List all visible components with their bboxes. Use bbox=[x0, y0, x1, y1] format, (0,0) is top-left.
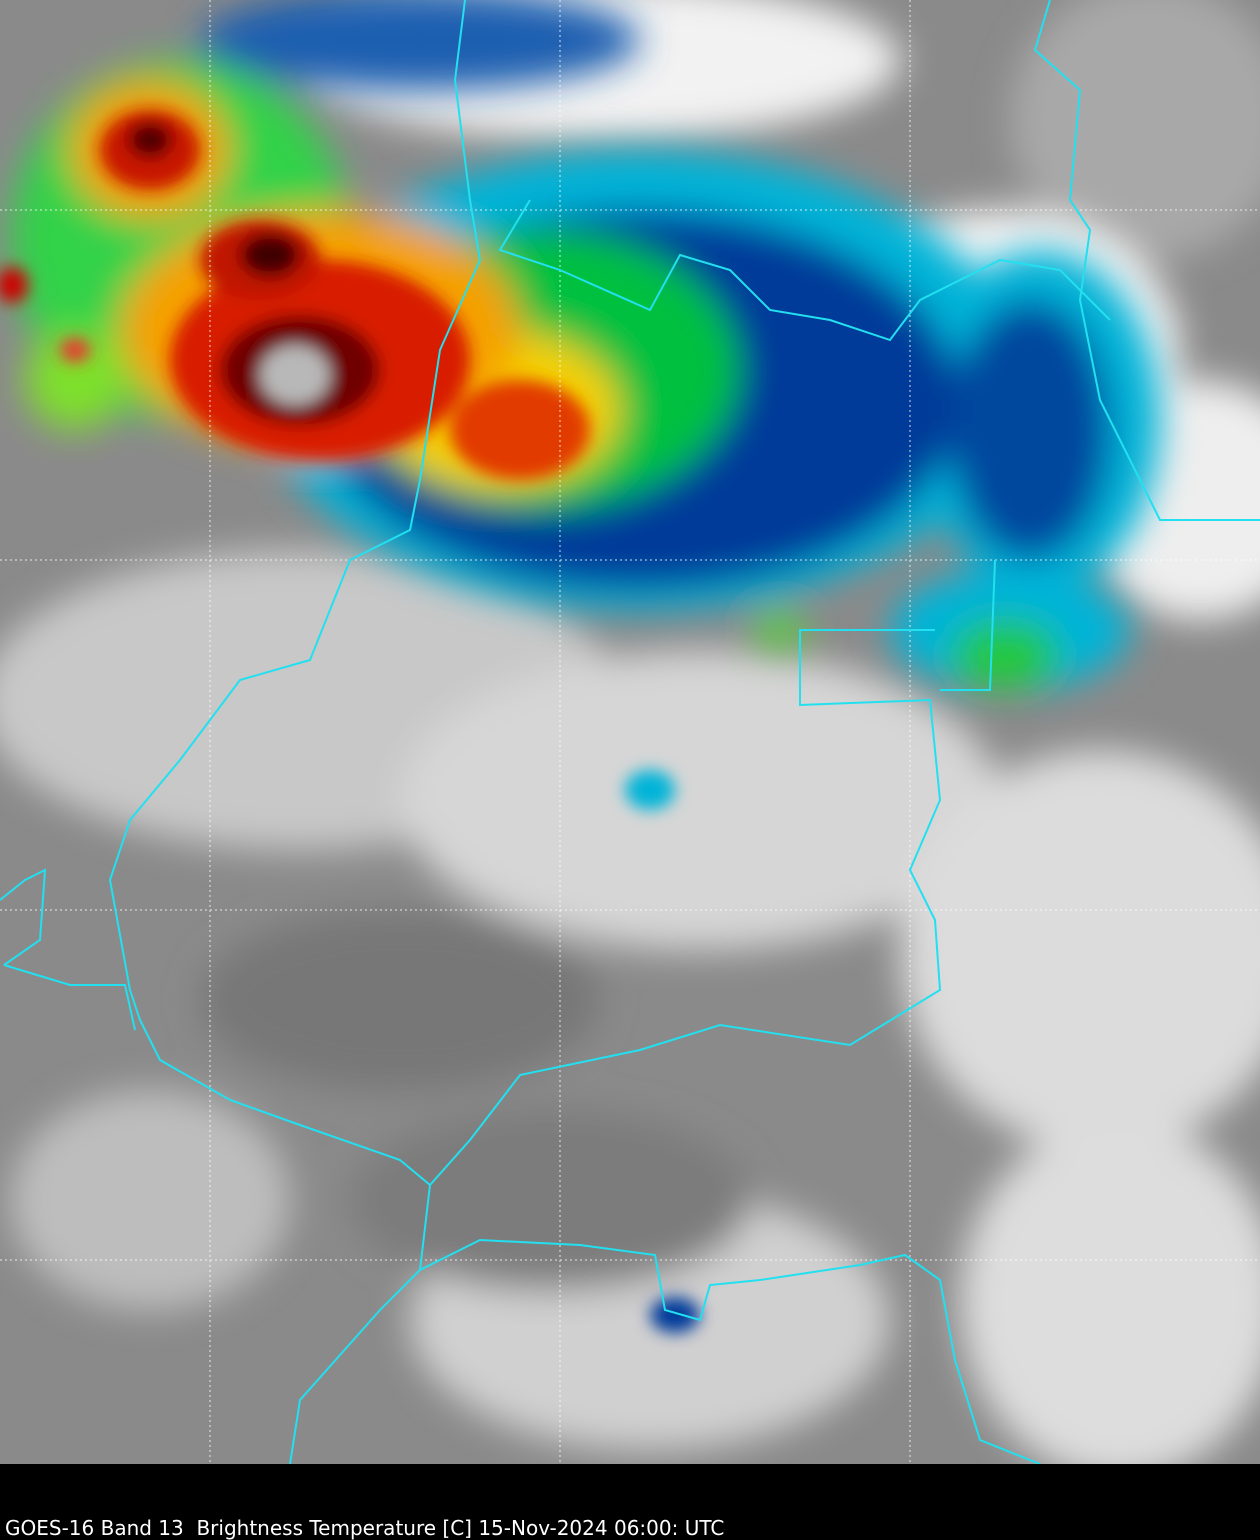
caption: GOES-16 Band 13 Brightness Temperature [… bbox=[5, 1516, 725, 1540]
satellite-image bbox=[0, 0, 1260, 1464]
